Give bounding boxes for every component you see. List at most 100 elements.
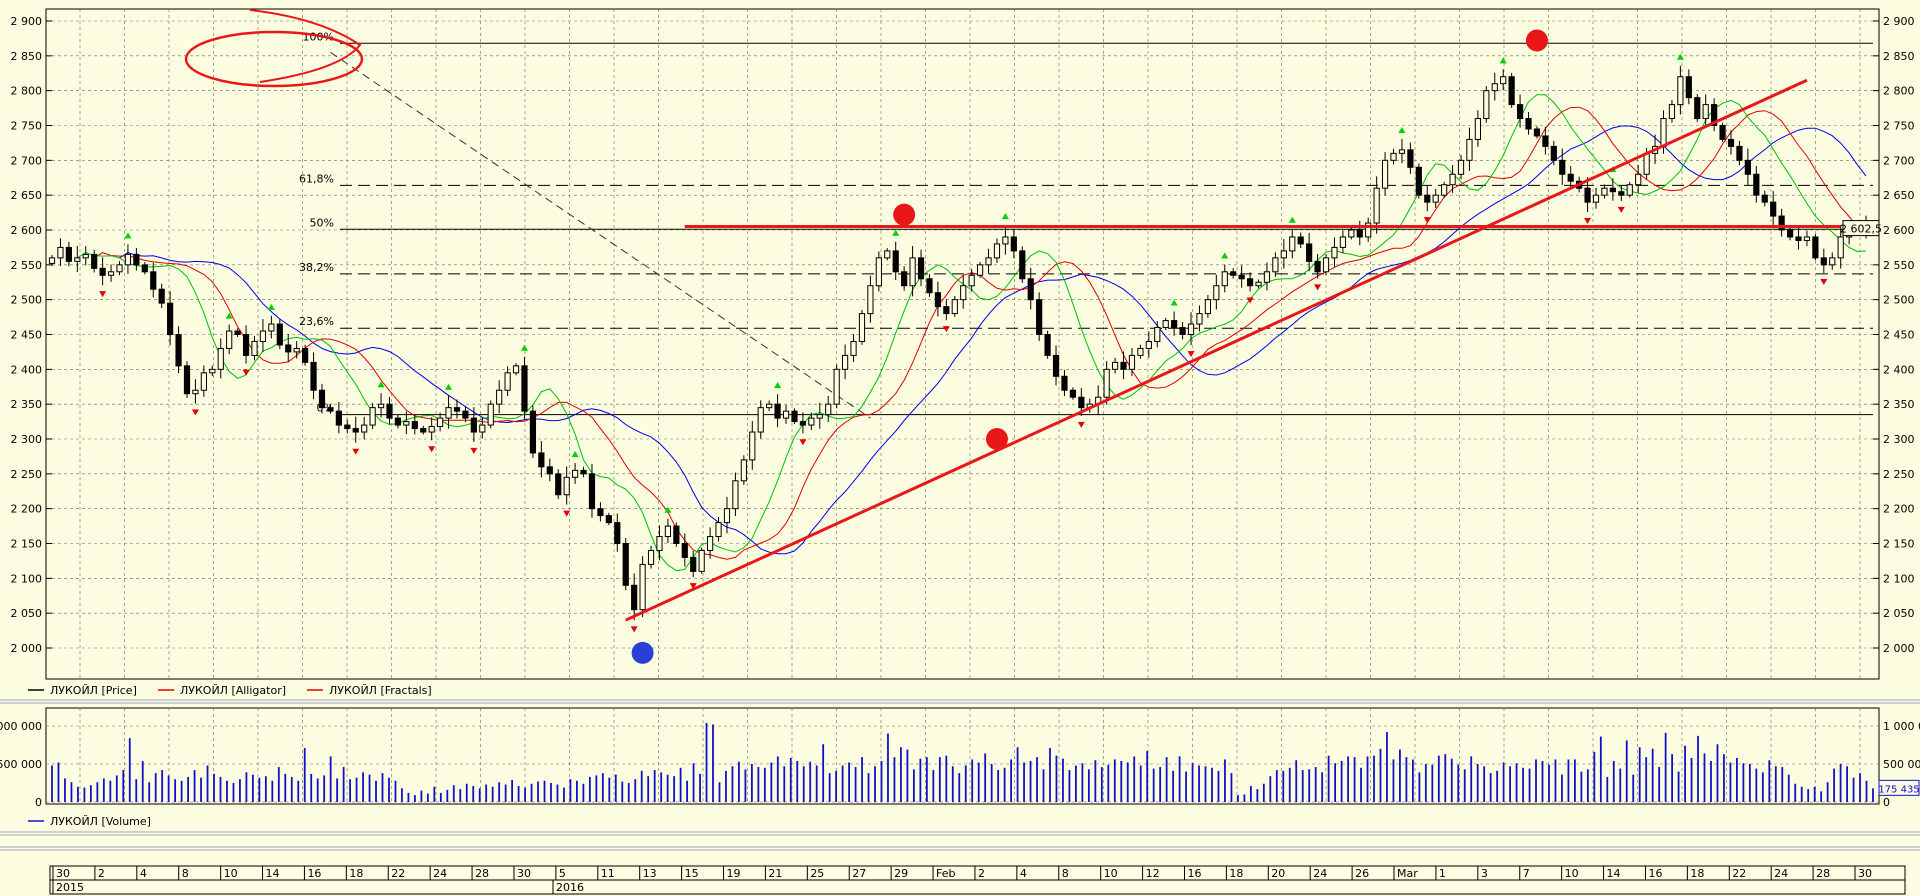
y-tick-label-left: 2 000 <box>11 642 43 655</box>
candle <box>555 469 562 499</box>
candle <box>1339 230 1346 254</box>
candlestick-series <box>48 65 1870 621</box>
candle <box>850 334 857 362</box>
red-dot-marker <box>893 203 916 226</box>
candle <box>901 266 908 291</box>
candle <box>1322 254 1330 276</box>
time-label: 8 <box>182 867 189 880</box>
candle <box>1668 100 1676 123</box>
candle <box>1306 232 1313 272</box>
time-label: 26 <box>1355 867 1369 880</box>
candle <box>1280 239 1287 269</box>
candle <box>411 415 418 435</box>
candle <box>1187 312 1195 346</box>
y-tick-label-right: 2 700 <box>1883 154 1915 167</box>
candle <box>1702 94 1709 128</box>
candle <box>1736 140 1743 166</box>
candle <box>1635 165 1642 193</box>
candle <box>1044 330 1051 359</box>
candle <box>1778 208 1785 237</box>
candle <box>664 518 672 544</box>
candle <box>1263 262 1271 291</box>
y-tick-label-right: 2 150 <box>1883 538 1915 551</box>
candle <box>1246 272 1254 292</box>
candle <box>394 414 402 429</box>
candle <box>1272 252 1279 277</box>
fractal-down <box>99 291 107 298</box>
candle <box>1120 351 1127 380</box>
volume-panel[interactable] <box>45 707 1880 805</box>
fractal-up <box>664 506 672 513</box>
candle <box>580 466 587 478</box>
candle <box>656 525 663 561</box>
time-label: 11 <box>601 867 615 880</box>
candle <box>1213 274 1220 310</box>
time-label: 22 <box>391 867 405 880</box>
candle <box>572 463 579 484</box>
fib-label: 50% <box>310 216 334 229</box>
candle <box>968 268 975 292</box>
time-label: 14 <box>266 867 280 880</box>
candle <box>917 249 925 287</box>
last-price-box <box>1842 220 1880 237</box>
candle <box>707 527 714 559</box>
candle <box>200 365 207 397</box>
candle <box>167 291 174 346</box>
blue-dot-marker <box>631 641 654 664</box>
candle <box>268 315 275 339</box>
fractal-up <box>1288 216 1296 223</box>
candle <box>1466 127 1473 171</box>
y-tick-label-right: 2 450 <box>1883 329 1915 342</box>
fractal-up <box>445 383 453 390</box>
candle <box>1145 331 1152 358</box>
candle <box>546 458 553 482</box>
candle <box>1609 178 1616 201</box>
candle <box>1356 220 1363 246</box>
y-tick-label-left: 2 100 <box>11 572 43 585</box>
candle <box>1010 228 1017 259</box>
candle <box>1618 185 1625 201</box>
y-tick-label-right: 2 900 <box>1883 15 1915 28</box>
candle <box>318 383 326 414</box>
candle <box>302 344 309 366</box>
candle <box>757 400 764 439</box>
time-label: 24 <box>1313 867 1327 880</box>
fractal-down <box>352 448 360 455</box>
candle <box>1061 369 1068 397</box>
candle <box>1238 265 1245 288</box>
candle <box>1365 217 1372 242</box>
candle <box>934 281 942 317</box>
candle <box>91 249 98 273</box>
fractal-up <box>377 381 385 388</box>
time-label: 7 <box>1523 867 1530 880</box>
time-label: 8 <box>1062 867 1069 880</box>
time-label: 24 <box>1774 867 1788 880</box>
candle <box>1179 322 1186 340</box>
time-label: 16 <box>307 867 321 880</box>
y-tick-label-right: 2 750 <box>1883 120 1915 133</box>
candle <box>740 455 747 485</box>
y-tick-label-left: 2 300 <box>11 433 43 446</box>
candle <box>158 283 165 309</box>
candle <box>1820 248 1827 274</box>
candle <box>774 394 781 428</box>
candle <box>1314 254 1321 279</box>
time-label: 24 <box>433 867 447 880</box>
candle <box>1348 227 1355 240</box>
candle <box>791 408 798 425</box>
candle <box>681 533 688 567</box>
fractal-down <box>942 326 950 333</box>
candle <box>892 241 899 281</box>
candle <box>1415 163 1422 199</box>
candle <box>1381 152 1389 196</box>
candle <box>841 344 849 380</box>
fractal-down <box>470 447 478 454</box>
price-panel[interactable] <box>45 8 1880 680</box>
candle <box>960 275 967 309</box>
volume-tick-right: 0 <box>1883 796 1890 809</box>
y-tick-label-left: 2 700 <box>11 154 43 167</box>
candle <box>698 547 705 574</box>
time-label: 15 <box>685 867 699 880</box>
trend-line <box>625 78 1808 622</box>
